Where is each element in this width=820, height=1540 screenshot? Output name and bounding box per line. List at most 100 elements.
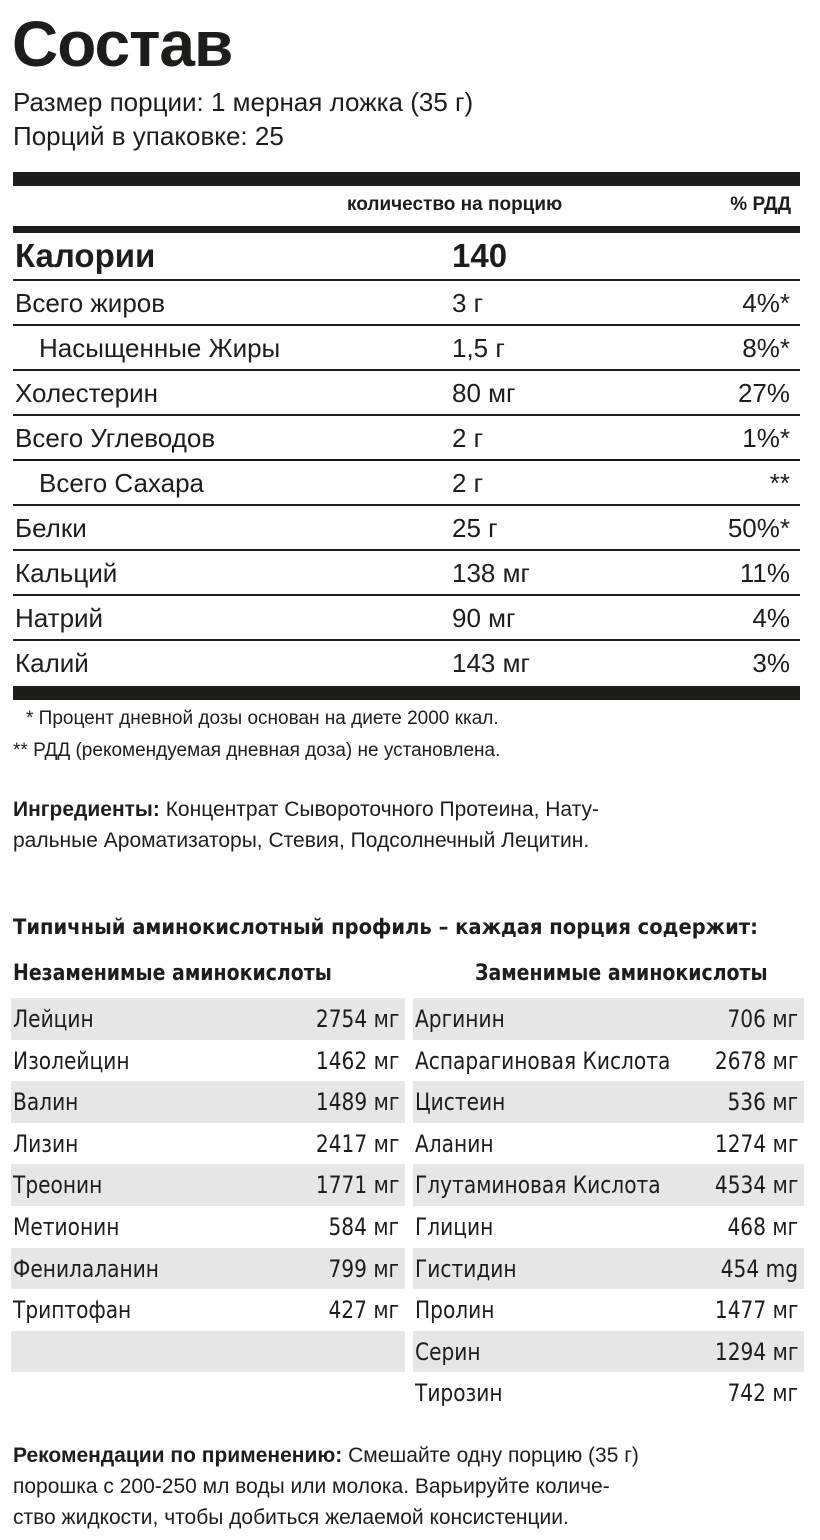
amino-name: Аланин [415, 1129, 494, 1158]
nutrient-name: Всего Сахара [39, 468, 205, 498]
nutrient-row: Всего жиров 3 г 4%* [13, 281, 800, 326]
nutrient-dv: 3% [752, 648, 790, 678]
amino-value: 2417 мг [315, 1129, 399, 1158]
amino-value: 742 мг [727, 1379, 798, 1408]
nutrient-amount: 3 г [452, 288, 484, 318]
nutrient-name: Насыщенные Жиры [39, 333, 281, 363]
nutrient-dv: 1%* [742, 423, 790, 453]
nutrient-name: Калий [15, 648, 89, 678]
amino-name: Триптофан [13, 1296, 132, 1325]
amino-name: Лизин [13, 1129, 79, 1158]
nutrient-dv: ** [769, 468, 790, 498]
serving-size: Размер порции: 1 мерная ложка (35 г) [13, 87, 474, 117]
nutrient-row: Белки 25 г 50%* [13, 506, 800, 551]
nutrient-dv: 27% [737, 378, 790, 408]
amino-name: Цистеин [415, 1088, 506, 1117]
nutrient-amount: 2 г [452, 468, 484, 498]
nutrient-name: Всего жиров [15, 288, 166, 318]
usage-text-1: Смешайте одну порцию (35 г) [342, 1444, 639, 1467]
usage-instructions: Рекомендации по применению: Смешайте одн… [13, 1440, 803, 1533]
amino-row: Лизин 2417 мг [11, 1123, 405, 1165]
amino-row: Глутаминовая Кислота 4534 мг [413, 1164, 804, 1206]
amino-value: 584 мг [328, 1212, 399, 1241]
page-title: Состав [12, 8, 233, 80]
footnote-rdd: ** РДД (рекомендуемая дневная доза) не у… [13, 740, 501, 761]
usage-label: Рекомендации по применению: [13, 1444, 343, 1467]
nutrient-name: Белки [15, 513, 87, 543]
amino-row: Серин 1294 мг [413, 1330, 804, 1373]
amino-row: Цистеин 536 мг [413, 1081, 804, 1123]
nutrient-name: Всего Углеводов [15, 423, 216, 453]
nutrient-amount: 143 мг [452, 648, 530, 678]
amino-value: 4534 мг [714, 1171, 798, 1200]
amino-row: Аспарагиновая Кислота 2678 мг [413, 1040, 804, 1082]
amino-row: Пролин 1477 мг [413, 1289, 804, 1331]
amino-value: 1477 мг [714, 1296, 798, 1325]
nutrient-row: Всего Углеводов 2 г 1%* [13, 416, 800, 461]
calories-row: Калории 140 [13, 233, 800, 281]
essential-amino-list: Лейцин 2754 мг Изолейцин 1462 мг Валин 1489 м… [11, 998, 405, 1373]
amino-value: 799 мг [328, 1254, 399, 1283]
amino-value: 1462 мг [315, 1046, 399, 1075]
nutrient-amount: 138 мг [452, 558, 530, 588]
top-divider [13, 172, 800, 186]
amino-name: Лейцин [13, 1005, 94, 1033]
nutrient-name: Кальций [15, 558, 118, 588]
nutrient-dv: 4%* [742, 288, 790, 318]
essential-header: Незаменимые аминокислоты [13, 961, 332, 986]
amino-value: 1294 мг [714, 1337, 798, 1366]
amino-value: 454 mg [720, 1254, 798, 1283]
amino-value: 1274 мг [714, 1129, 798, 1158]
nutrient-name: Натрий [15, 603, 104, 633]
nutrient-row: Насыщенные Жиры 1,5 г 8%* [13, 326, 800, 371]
amino-row: Аргинин 706 мг [413, 998, 804, 1040]
header-amount: количество на порцию [347, 194, 563, 215]
amino-name: Глицин [415, 1212, 494, 1241]
nutrient-amount: 1,5 г [452, 333, 505, 363]
amino-value: 468 мг [727, 1212, 798, 1241]
calories-label: Калории [15, 237, 156, 274]
amino-name: Метионин [13, 1212, 120, 1241]
amino-row: Триптофан 427 мг [11, 1289, 405, 1331]
amino-value: 427 мг [328, 1296, 399, 1325]
nutrient-dv: 4% [752, 603, 790, 633]
nutrient-amount: 80 мг [452, 378, 516, 408]
amino-name: Серин [415, 1337, 481, 1366]
nutrient-amount: 2 г [452, 423, 484, 453]
amino-row: Валин 1489 мг [11, 1081, 405, 1123]
amino-value: 1771 мг [315, 1171, 399, 1200]
nutrient-row: Натрий 90 мг 4% [13, 596, 800, 641]
amino-row: Глицин 468 мг [413, 1206, 804, 1248]
amino-value: 1489 мг [315, 1088, 399, 1117]
nutrient-row: Всего Сахара 2 г ** [13, 461, 800, 506]
amino-value: 2678 мг [714, 1046, 798, 1075]
usage-text-2: порошка с 200-250 мл воды или молока. Ва… [13, 1475, 610, 1498]
nutrient-dv: 50%* [727, 513, 790, 543]
bottom-divider [13, 686, 800, 700]
nutrient-amount: 25 г [452, 513, 498, 543]
amino-row: Фенилаланин 799 мг [11, 1247, 405, 1290]
nutrient-row: Кальций 138 мг 11% [13, 551, 800, 596]
amino-row: Лейцин 2754 мг [11, 998, 405, 1040]
amino-name: Треонин [13, 1171, 103, 1200]
amino-name: Глутаминовая Кислота [415, 1171, 661, 1200]
amino-row: Изолейцин 1462 мг [11, 1040, 405, 1082]
amino-row: Гистидин 454 mg [413, 1247, 804, 1290]
nutrient-row: Калий 143 мг 3% [13, 641, 800, 686]
amino-name: Валин [13, 1088, 79, 1117]
amino-profile-title: Типичный аминокислотный профиль – каждая… [13, 915, 758, 939]
amino-row: Тирозин 742 мг [413, 1372, 804, 1414]
amino-value: 706 мг [727, 1005, 798, 1033]
amino-row: Метионин 584 мг [11, 1206, 405, 1248]
ingredients-text-2: ральные Ароматизаторы, Стевия, Подсолнеч… [13, 829, 590, 852]
amino-row [11, 1330, 405, 1373]
amino-name: Изолейцин [13, 1046, 130, 1075]
footnote-dv: * Процент дневной дозы основан на диете … [26, 708, 499, 729]
ingredients-text-1: Концентрат Сывороточного Протеина, Нату- [159, 798, 599, 821]
nutrient-name: Холестерин [15, 378, 158, 408]
amino-row: Треонин 1771 мг [11, 1164, 405, 1206]
nutrient-row: Холестерин 80 мг 27% [13, 371, 800, 416]
amino-value: 2754 мг [315, 1005, 399, 1033]
nutrient-dv: 8%* [742, 333, 790, 363]
nutrient-amount: 90 мг [452, 603, 516, 633]
